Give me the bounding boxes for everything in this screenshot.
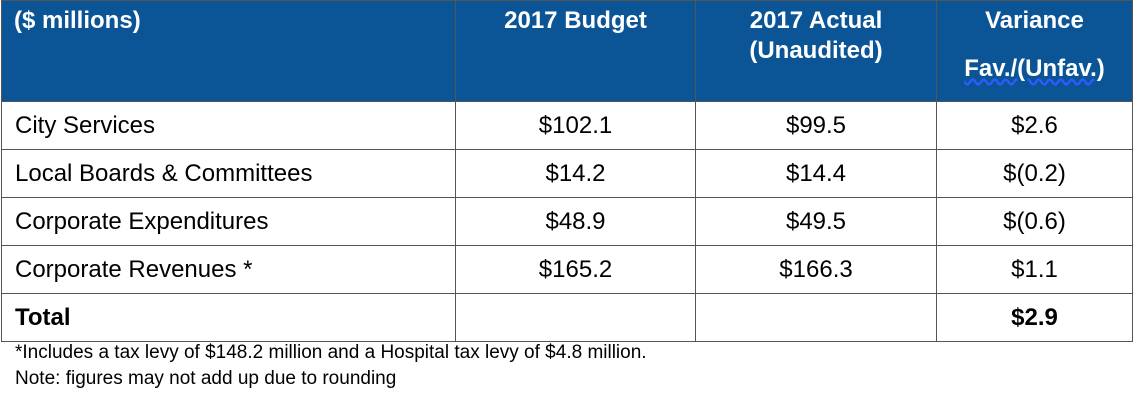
table-row: Corporate Revenues * $165.2 $166.3 $1.1 xyxy=(1,245,1133,294)
row-budget: $165.2 xyxy=(455,245,696,294)
row-label: Corporate Expenditures xyxy=(1,197,456,246)
header-label: ($ millions) xyxy=(1,0,456,102)
footnote: *Includes a tax levy of $148.2 million a… xyxy=(15,342,647,363)
row-variance: $1.1 xyxy=(936,245,1133,294)
row-actual: $49.5 xyxy=(695,197,937,246)
total-actual xyxy=(695,293,937,342)
header-budget: 2017 Budget xyxy=(455,0,696,102)
total-label: Total xyxy=(1,293,456,342)
budget-variance-table: ($ millions) 2017 Budget 2017 Actual (Un… xyxy=(1,0,1133,342)
header-variance-line1: Variance xyxy=(985,7,1084,34)
total-budget xyxy=(455,293,696,342)
table-row: Local Boards & Committees $14.2 $14.4 $(… xyxy=(1,149,1133,198)
header-variance: Variance Fav./(Unfav.) xyxy=(936,0,1133,102)
header-variance-line2: Fav./(Unfav.) xyxy=(964,55,1105,82)
row-budget: $14.2 xyxy=(455,149,696,198)
row-actual: $166.3 xyxy=(695,245,937,294)
header-actual-line2: (Unaudited) xyxy=(749,37,883,64)
row-label: Corporate Revenues * xyxy=(1,245,456,294)
table-row: Corporate Expenditures $48.9 $49.5 $(0.6… xyxy=(1,197,1133,246)
row-label: Local Boards & Committees xyxy=(1,149,456,198)
total-variance: $2.9 xyxy=(936,293,1133,342)
row-label: City Services xyxy=(1,101,456,150)
row-budget: $102.1 xyxy=(455,101,696,150)
row-budget: $48.9 xyxy=(455,197,696,246)
row-variance: $(0.2) xyxy=(936,149,1133,198)
row-variance: $(0.6) xyxy=(936,197,1133,246)
row-actual: $99.5 xyxy=(695,101,937,150)
rounding-note: Note: figures may not add up due to roun… xyxy=(15,368,397,389)
header-row: ($ millions) 2017 Budget 2017 Actual (Un… xyxy=(1,0,1133,102)
total-row: Total $2.9 xyxy=(1,293,1133,342)
table-notes: *Includes a tax levy of $148.2 million a… xyxy=(15,340,647,392)
row-variance: $2.6 xyxy=(936,101,1133,150)
header-actual-line1: 2017 Actual xyxy=(749,7,883,34)
row-actual: $14.4 xyxy=(695,149,937,198)
header-actual: 2017 Actual (Unaudited) xyxy=(695,0,937,102)
table-row: City Services $102.1 $99.5 $2.6 xyxy=(1,101,1133,150)
